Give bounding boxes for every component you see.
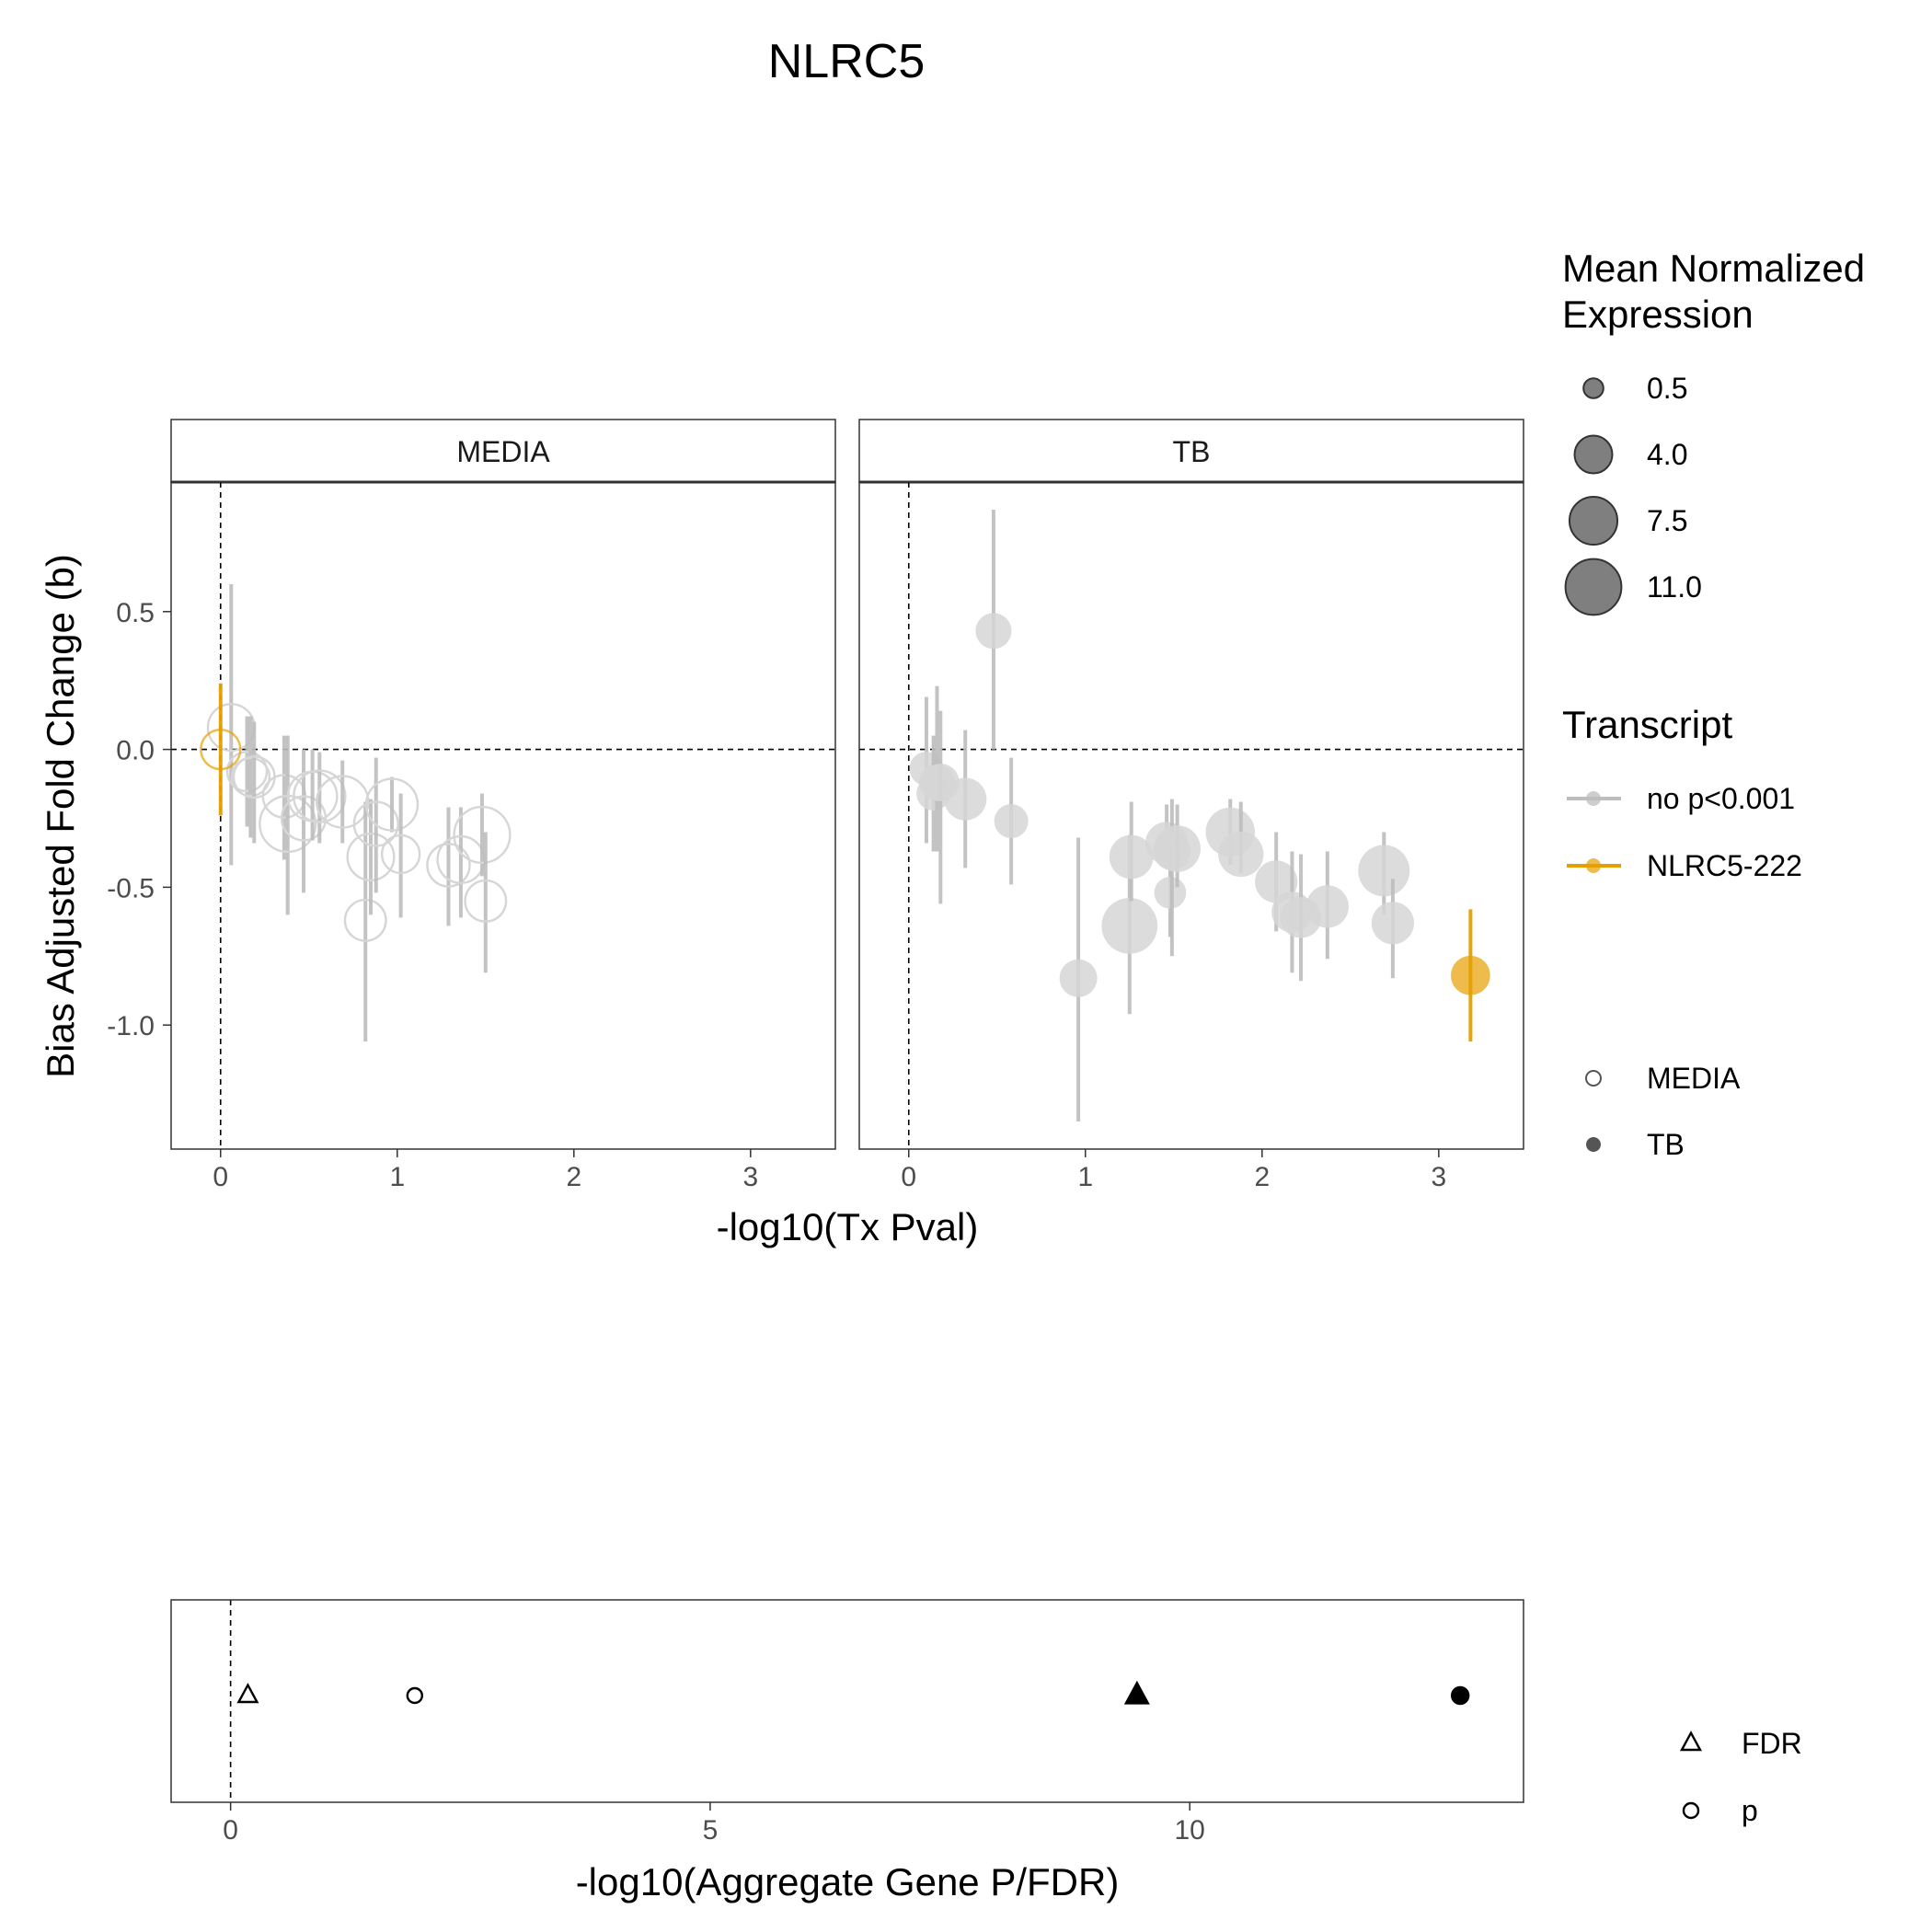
x-tick-label: 10 [1175, 1815, 1205, 1846]
data-point [426, 843, 471, 888]
panel-border-aggregate [170, 1599, 1524, 1803]
data-point [316, 775, 370, 829]
data-point [230, 756, 271, 798]
data-point [225, 750, 269, 793]
x-axis-title-aggregate: -log10(Aggregate Gene P/FDR) [576, 1860, 1120, 1903]
legend-size-key [1568, 495, 1619, 546]
x-tick-label: 3 [1431, 1162, 1446, 1192]
legend-size-key [1573, 434, 1614, 475]
legend-transcript-label: no p<0.001 [1647, 782, 1795, 815]
x-axis: 0 1 2 3 0 1 2 3 [213, 1149, 1446, 1192]
data-point [464, 879, 508, 923]
plot-title: NLRC5 [768, 35, 926, 88]
plot-area-tb [859, 482, 1524, 1149]
legend-transcript: Transcript no p<0.001 NLRC5-222 [1562, 703, 1802, 882]
data-point [352, 800, 399, 847]
data-point [343, 898, 387, 942]
data-point [1450, 1685, 1470, 1706]
legend-transcript-point [1586, 791, 1601, 806]
x-axis-title: -log10(Tx Pval) [717, 1205, 979, 1248]
y-axis-title: Bias Adjusted Fold Change (b) [39, 554, 82, 1078]
x-tick-label: 1 [389, 1162, 405, 1192]
panel-border-media [170, 481, 836, 1150]
aggregate-plot: 0 5 10 -log10(Aggregate Gene P/FDR) [170, 1599, 1524, 1903]
x-tick-label: 1 [1077, 1162, 1093, 1192]
legend-stat-key [1682, 1801, 1700, 1820]
legend-size: Mean Normalized Expression 0.5 4.0 7.5 11.0 [1562, 247, 1865, 616]
fold-change-plot: MEDIA TB -1.0 -0.5 0.0 0.5 0 1 2 3 0 1 2 3 Bias Ad… [39, 419, 1524, 1248]
data-point [200, 728, 242, 771]
legend-stat-key [1679, 1731, 1703, 1752]
data-point [1123, 1680, 1150, 1705]
legend-stat-label: p [1742, 1794, 1758, 1827]
x-tick-label: 3 [742, 1162, 758, 1192]
panel-tb: TB [858, 419, 1524, 1150]
strip-label-media: MEDIA [456, 435, 550, 468]
x-tick-label: 2 [566, 1162, 581, 1192]
x-tick-label: 0 [223, 1815, 238, 1846]
legend-transcript-title: Transcript [1562, 703, 1732, 746]
legend-size-label: 7.5 [1647, 504, 1687, 537]
legend-size-key [1564, 558, 1623, 616]
legend-condition-label: TB [1647, 1128, 1685, 1161]
legend-condition-key [1585, 1070, 1602, 1087]
data-point [1450, 955, 1490, 995]
legend-size-label: 11.0 [1647, 570, 1702, 604]
data-point [1154, 825, 1201, 872]
strip-media [170, 419, 836, 483]
data-point [944, 777, 987, 821]
data-point [236, 1683, 259, 1704]
legend-transcript-point [1586, 858, 1601, 873]
x-tick-label: 0 [901, 1162, 916, 1192]
legend-condition: MEDIA TB [1585, 1062, 1741, 1161]
plot-area-aggregate [229, 1600, 1470, 1802]
y-axis: -1.0 -0.5 0.0 0.5 [107, 598, 171, 1041]
panel-border-tb [858, 481, 1524, 1150]
data-point [1218, 831, 1264, 878]
y-tick-label: 0.0 [116, 736, 155, 766]
data-point [406, 1686, 424, 1705]
data-point [994, 804, 1029, 838]
legend-size-label: 0.5 [1647, 372, 1687, 405]
legend-size-label: 4.0 [1647, 438, 1687, 471]
data-point [453, 805, 512, 865]
legend-condition-label: MEDIA [1647, 1062, 1741, 1095]
data-point [1371, 902, 1414, 945]
data-point [364, 777, 420, 832]
y-tick-label: -0.5 [107, 873, 155, 903]
y-tick-label: -1.0 [107, 1011, 155, 1041]
data-point [1109, 834, 1154, 880]
x-tick-label: 0 [213, 1162, 228, 1192]
legend-stat-label: FDR [1742, 1727, 1802, 1760]
strip-tb [858, 419, 1524, 483]
legend-transcript-label: NLRC5-222 [1647, 849, 1802, 882]
panel-media: MEDIA [170, 419, 836, 1150]
data-point [1358, 845, 1410, 897]
legend-condition-key [1586, 1137, 1601, 1152]
data-point [346, 832, 396, 881]
x-tick-label: 2 [1254, 1162, 1270, 1192]
strip-label-tb: TB [1173, 435, 1211, 468]
legend-stat: FDR p [1679, 1727, 1802, 1827]
data-point [293, 769, 347, 823]
data-point [975, 613, 1012, 650]
x-axis-aggregate: 0 5 10 [223, 1802, 1205, 1846]
data-point [380, 834, 421, 875]
y-tick-label: 0.5 [116, 598, 155, 628]
legend-size-title-line2: Expression [1562, 293, 1754, 336]
data-point [1059, 959, 1098, 997]
data-point [1305, 885, 1349, 928]
plot-area-media [171, 482, 835, 1149]
data-point [1101, 897, 1158, 954]
x-tick-label: 5 [703, 1815, 719, 1846]
legend-size-key [1582, 377, 1604, 399]
legend-size-title-line1: Mean Normalized [1562, 247, 1865, 290]
